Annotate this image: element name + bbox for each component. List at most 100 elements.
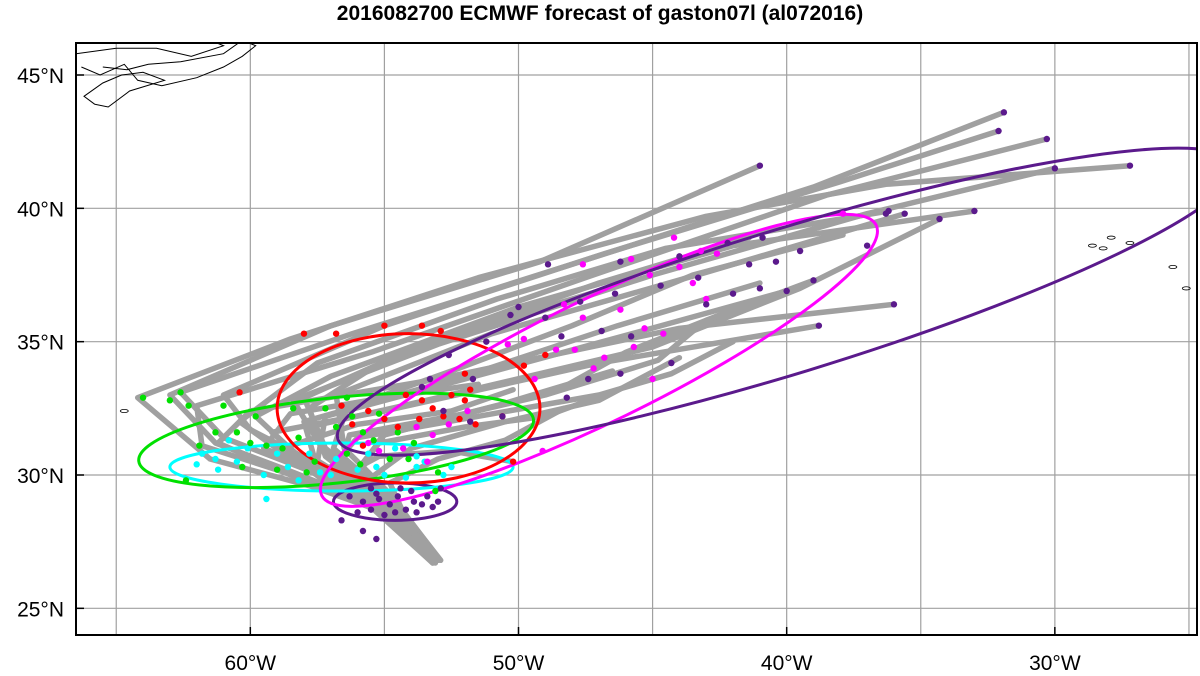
track-20	[301, 234, 752, 564]
point-dark_purple-5-32	[668, 359, 675, 367]
point-dark_purple-0-7	[359, 498, 367, 505]
point-green-2-7	[252, 413, 259, 420]
point-dark_purple-5-31	[627, 333, 635, 340]
point-green-2-4	[220, 402, 227, 409]
point-cyan-1-3	[295, 477, 302, 484]
x-tick-label-2: 40°W	[761, 652, 813, 675]
point-magenta-4-10	[601, 354, 608, 361]
y-tick-label-0: 25°N	[17, 598, 64, 621]
point-dark_purple-0-23	[437, 485, 444, 492]
point-magenta-4-22	[697, 247, 705, 255]
point-magenta-4-0	[413, 423, 420, 431]
ellipse-dark_purple-5	[335, 146, 1197, 457]
plot-frame	[75, 42, 1198, 636]
point-red-3-26	[236, 389, 243, 396]
point-magenta-4-27	[424, 458, 431, 465]
track-18	[330, 232, 846, 564]
point-cyan-1-21	[316, 469, 324, 476]
point-dark_purple-5-7	[885, 207, 892, 215]
point-cyan-1-26	[448, 463, 455, 471]
point-magenta-4-26	[649, 375, 656, 383]
point-red-3-7	[429, 405, 436, 412]
point-dark_purple-0-5	[410, 498, 418, 505]
point-red-3-16	[456, 415, 463, 423]
point-dark_purple-0-1	[375, 495, 383, 503]
point-green-2-33	[405, 455, 412, 463]
point-cyan-1-18	[391, 445, 399, 452]
point-dark_purple-5-4	[1126, 162, 1134, 169]
point-cyan-1-23	[193, 461, 200, 468]
point-magenta-4-30	[670, 234, 678, 241]
coastline	[76, 43, 1191, 413]
ellipse-green-2	[137, 391, 536, 490]
point-green-2-9	[295, 434, 302, 441]
point-green-2-21	[212, 429, 219, 436]
point-magenta-4-2	[375, 447, 383, 455]
point-green-2-3	[177, 389, 184, 396]
point-red-3-5	[402, 391, 410, 399]
point-green-2-28	[273, 466, 281, 473]
point-dark_purple-5-0	[1000, 109, 1008, 116]
point-dark_purple-5-28	[563, 394, 570, 401]
point-green-2-25	[410, 439, 418, 447]
point-red-3-9	[461, 397, 469, 404]
point-dark_purple-0-10	[424, 493, 431, 500]
point-magenta-4-25	[571, 346, 579, 353]
point-dark_purple-0-15	[346, 493, 353, 500]
point-cyan-1-17	[365, 450, 372, 457]
point-green-2-31	[434, 469, 442, 476]
graticule	[76, 43, 1197, 635]
point-magenta-4-4	[445, 421, 452, 428]
point-dark_purple-5-37	[815, 322, 823, 329]
ellipse-red-3	[275, 332, 542, 485]
point-dark_purple-5-45	[598, 327, 605, 335]
point-red-3-12	[416, 415, 423, 423]
point-magenta-4-20	[646, 271, 654, 279]
point-dark_purple-0-17	[397, 485, 404, 492]
point-magenta-4-13	[660, 330, 667, 337]
island-0	[1088, 243, 1097, 248]
point-green-2-23	[375, 410, 383, 417]
point-dark_purple-0-19	[359, 527, 367, 535]
point-dark_purple-5-2	[1043, 135, 1051, 143]
island-3	[1106, 235, 1116, 240]
point-cyan-1-7	[402, 474, 410, 481]
point-green-2-27	[303, 469, 310, 476]
point-dark_purple-5-43	[724, 239, 731, 247]
point-dark_purple-5-12	[796, 247, 804, 255]
uncertainty-ellipses	[137, 146, 1197, 522]
point-green-2-24	[394, 429, 402, 436]
point-red-3-22	[349, 421, 356, 428]
point-dark_purple-0-3	[394, 493, 402, 500]
point-green-2-32	[357, 461, 364, 468]
coastline-segment-0	[76, 43, 225, 57]
x-tick-label-1: 50°W	[493, 652, 545, 675]
point-magenta-4-24	[531, 375, 538, 383]
point-dark_purple-5-33	[703, 301, 710, 308]
point-cyan-1-6	[381, 471, 388, 479]
point-magenta-4-15	[617, 306, 624, 313]
track-8	[215, 301, 897, 566]
point-magenta-4-23	[839, 210, 847, 217]
point-magenta-4-6	[504, 341, 511, 348]
track-26	[306, 280, 629, 561]
point-cyan-1-4	[327, 471, 334, 479]
point-dark_purple-0-20	[373, 535, 380, 543]
point-magenta-4-31	[627, 255, 635, 263]
point-dark_purple-5-29	[585, 375, 592, 383]
point-red-3-23	[338, 402, 345, 409]
point-cyan-1-11	[306, 450, 313, 457]
point-dark_purple-0-13	[429, 503, 436, 511]
point-green-2-11	[322, 405, 329, 412]
point-red-3-13	[394, 423, 402, 431]
point-cyan-1-22	[263, 495, 270, 503]
point-green-2-5	[233, 429, 241, 436]
point-dark_purple-5-11	[863, 242, 871, 249]
point-green-2-13	[349, 413, 356, 420]
y-tick-label-1: 30°N	[17, 465, 64, 488]
coastline-segment-1	[81, 43, 257, 87]
point-cyan-1-10	[440, 471, 447, 479]
x-tick-label-0: 60°W	[225, 652, 277, 675]
point-red-3-6	[418, 397, 426, 404]
point-red-3-3	[418, 322, 426, 329]
